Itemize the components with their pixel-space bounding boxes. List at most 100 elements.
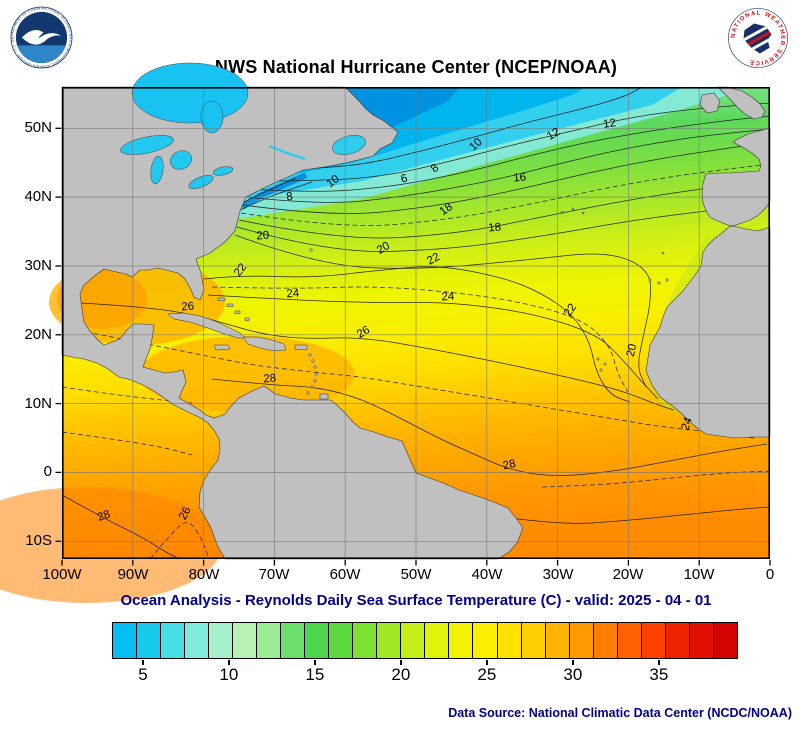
grid-lines [62,87,770,559]
lon-label: 70W [258,566,290,583]
contour-line [501,506,771,524]
colorbar-tick [228,660,230,665]
colorbar-segment [304,623,329,658]
gulf-of-st-lawrence [332,135,366,155]
lon-label: 60W [329,566,361,583]
island-trinidad [319,393,329,400]
islands [167,207,669,400]
caption: Ocean Analysis - Reynolds Daily Sea Surf… [120,592,712,609]
lat-label: 10S [25,532,52,549]
nws-logo: NATIONAL WEATHER SERVICE [728,8,788,68]
colorbar-segment [592,623,617,658]
contour-label: 16 [513,171,527,184]
colorbar-segment [616,623,641,658]
lat-label: 20N [24,326,52,343]
contour-label: 28 [263,372,277,385]
lon-label: 80W [188,566,220,583]
contour-line [203,266,631,403]
contour-line [239,181,313,211]
contour-label: 26 [181,300,195,313]
contour-label: 26 [177,505,194,522]
contour-label: 18 [488,221,502,234]
lesser-antilles [314,372,318,376]
lat-label: 40N [24,188,52,205]
lesser-antilles [310,385,314,389]
noaa-logo: NATIONAL OCEANIC AND ATMOSPHERIC ADMINIS… [10,6,73,69]
contour-line [149,522,210,560]
contour-label: 8 [286,191,294,204]
contour-label: 20 [256,230,270,243]
contour-line [236,202,771,252]
bahamas [226,303,234,307]
contour-label: 28 [96,508,112,524]
colorbar-segment [328,623,353,658]
madeira [661,251,665,255]
contour-line [61,326,755,439]
canary-islands [648,278,652,282]
lat-label: 10N [24,395,52,412]
canary-islands [657,281,661,285]
colorbar-segment [544,623,569,658]
colorbar-segment [664,623,689,658]
lat-label: 50N [24,119,52,136]
colorbar-tick-label: 25 [477,665,497,684]
contour-line [241,177,297,204]
colorbar-tick-label: 35 [649,665,669,684]
hudson-bay [131,62,249,124]
land-ireland [699,92,721,114]
land-africa [645,225,771,439]
contour-line [61,386,193,404]
colorbar-segment [688,623,713,658]
lat-label: 30N [24,257,52,274]
contour-line [238,179,771,239]
island-puerto-rico [294,344,308,350]
contour-line [242,141,771,214]
lon-label: 50W [400,566,432,583]
island-hispaniola [242,336,287,352]
colorbar-segment [232,623,257,658]
lake-erie [188,175,214,189]
inland-waters [120,62,366,189]
contour-line [207,294,659,400]
colorbar-segment [712,623,737,658]
colorbar-segment [496,623,521,658]
contour-line [541,470,771,488]
colorbar-tick-label: 10 [219,665,239,684]
contour-label: 12 [545,126,562,143]
lon-label: 20W [612,566,644,583]
cape-verde [596,357,600,361]
colorbar-tick [142,660,144,665]
james-bay [200,100,224,134]
caribbean-warm [139,336,355,412]
colorbar-tick-label: 5 [138,665,148,684]
colorbar-segment [256,623,281,658]
lon-label: 0 [765,566,775,583]
page-title: NWS National Hurricane Center (NCEP/NOAA… [214,57,618,77]
land-iberia-france [701,127,771,227]
lake-michigan [150,155,164,185]
contour-line [61,494,181,560]
noaa-seagull-icon [21,30,62,45]
land-americas [61,86,524,560]
contour-line [245,128,771,203]
contour-line [234,234,651,388]
land-masses [61,86,771,560]
contour-label: 26 [355,324,372,341]
lesser-antilles [311,359,315,363]
colorbar-tick [314,660,316,665]
contour-lines [61,86,771,560]
pacific-warm [0,487,222,603]
contour-label: 20 [625,343,639,358]
data-source: Data Source: National Climatic Data Cent… [448,706,792,720]
canary-islands [665,278,669,282]
contour-line [240,163,771,226]
contour-label: 22 [425,251,442,268]
contour-label: 12 [602,117,616,131]
st-lawrence-river [268,144,306,161]
bahamas [234,310,241,314]
contour-line [211,378,768,476]
lake-ontario [212,166,234,176]
contour-line [253,102,771,182]
colorbar-segment [472,623,497,658]
